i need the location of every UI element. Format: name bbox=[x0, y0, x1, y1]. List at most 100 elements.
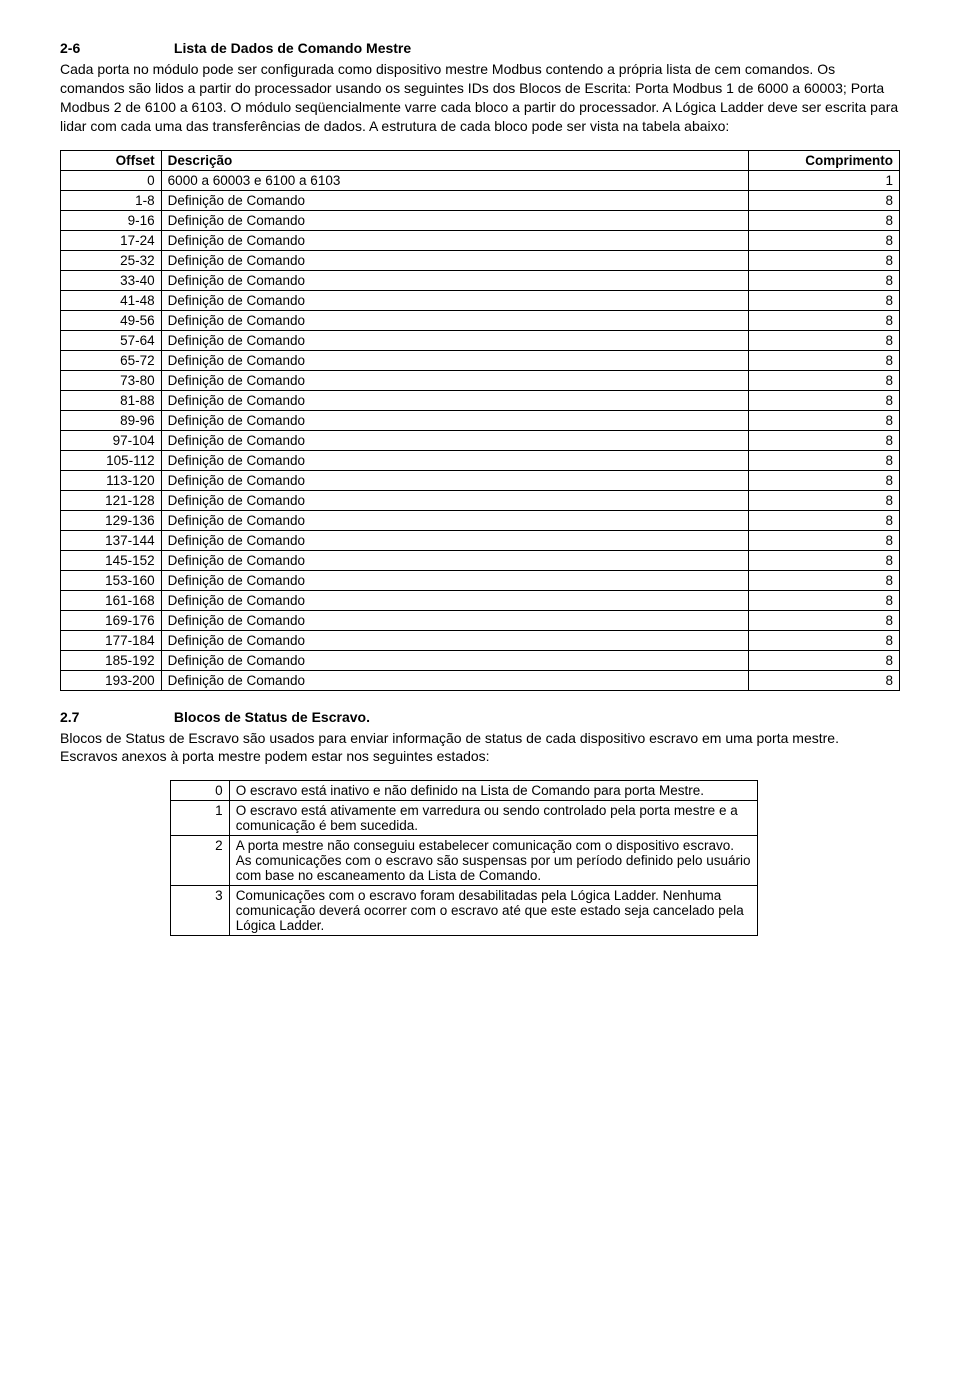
cell-length: 8 bbox=[748, 450, 899, 470]
table-row: 161-168Definição de Comando8 bbox=[61, 590, 900, 610]
section-number: 2-6 bbox=[60, 40, 170, 56]
cell-length: 8 bbox=[748, 670, 899, 690]
table-row: 06000 a 60003 e 6100 a 61031 bbox=[61, 170, 900, 190]
cell-length: 8 bbox=[748, 650, 899, 670]
cell-offset: 145-152 bbox=[61, 550, 162, 570]
cell-length: 8 bbox=[748, 430, 899, 450]
cell-desc: Definição de Comando bbox=[161, 470, 748, 490]
table-row: 33-40Definição de Comando8 bbox=[61, 270, 900, 290]
table-row: 41-48Definição de Comando8 bbox=[61, 290, 900, 310]
cell-length: 8 bbox=[748, 390, 899, 410]
cell-offset: 97-104 bbox=[61, 430, 162, 450]
cell-offset: 9-16 bbox=[61, 210, 162, 230]
cell-length: 8 bbox=[748, 410, 899, 430]
cell-state-code: 2 bbox=[171, 836, 230, 886]
cell-desc: Definição de Comando bbox=[161, 210, 748, 230]
col-header-desc: Descrição bbox=[161, 150, 748, 170]
cell-length: 8 bbox=[748, 610, 899, 630]
table-row: 97-104Definição de Comando8 bbox=[61, 430, 900, 450]
table-row: 2A porta mestre não conseguiu estabelece… bbox=[171, 836, 758, 886]
table-row: 169-176Definição de Comando8 bbox=[61, 610, 900, 630]
cell-desc: Definição de Comando bbox=[161, 410, 748, 430]
col-header-length: Comprimento bbox=[748, 150, 899, 170]
cell-length: 8 bbox=[748, 530, 899, 550]
cell-offset: 153-160 bbox=[61, 570, 162, 590]
cell-offset: 57-64 bbox=[61, 330, 162, 350]
cell-length: 8 bbox=[748, 330, 899, 350]
cell-length: 8 bbox=[748, 290, 899, 310]
table-row: 137-144Definição de Comando8 bbox=[61, 530, 900, 550]
cell-length: 8 bbox=[748, 350, 899, 370]
section-title: Blocos de Status de Escravo. bbox=[174, 709, 370, 725]
cell-offset: 193-200 bbox=[61, 670, 162, 690]
cell-offset: 113-120 bbox=[61, 470, 162, 490]
cell-desc: Definição de Comando bbox=[161, 310, 748, 330]
table-row: 145-152Definição de Comando8 bbox=[61, 550, 900, 570]
cell-length: 8 bbox=[748, 270, 899, 290]
cell-offset: 65-72 bbox=[61, 350, 162, 370]
cell-length: 8 bbox=[748, 510, 899, 530]
cell-length: 8 bbox=[748, 230, 899, 250]
cell-desc: 6000 a 60003 e 6100 a 6103 bbox=[161, 170, 748, 190]
cell-state-code: 3 bbox=[171, 886, 230, 936]
table-row: 73-80Definição de Comando8 bbox=[61, 370, 900, 390]
section-heading-2: 2.7 Blocos de Status de Escravo. bbox=[60, 709, 900, 725]
cell-offset: 41-48 bbox=[61, 290, 162, 310]
cell-offset: 17-24 bbox=[61, 230, 162, 250]
cell-offset: 25-32 bbox=[61, 250, 162, 270]
cell-state-desc: Comunicações com o escravo foram desabil… bbox=[229, 886, 757, 936]
table-row: 25-32Definição de Comando8 bbox=[61, 250, 900, 270]
command-definition-table: Offset Descrição Comprimento 06000 a 600… bbox=[60, 150, 900, 691]
table-row: 113-120Definição de Comando8 bbox=[61, 470, 900, 490]
table-row: 193-200Definição de Comando8 bbox=[61, 670, 900, 690]
cell-state-desc: O escravo está ativamente em varredura o… bbox=[229, 801, 757, 836]
cell-offset: 161-168 bbox=[61, 590, 162, 610]
table-row: 3Comunicações com o escravo foram desabi… bbox=[171, 886, 758, 936]
cell-desc: Definição de Comando bbox=[161, 570, 748, 590]
cell-length: 8 bbox=[748, 190, 899, 210]
cell-length: 1 bbox=[748, 170, 899, 190]
table-row: 105-112Definição de Comando8 bbox=[61, 450, 900, 470]
section-title: Lista de Dados de Comando Mestre bbox=[174, 40, 411, 56]
cell-offset: 169-176 bbox=[61, 610, 162, 630]
cell-state-code: 1 bbox=[171, 801, 230, 836]
cell-desc: Definição de Comando bbox=[161, 290, 748, 310]
cell-length: 8 bbox=[748, 550, 899, 570]
cell-length: 8 bbox=[748, 310, 899, 330]
cell-desc: Definição de Comando bbox=[161, 230, 748, 250]
cell-offset: 105-112 bbox=[61, 450, 162, 470]
cell-desc: Definição de Comando bbox=[161, 590, 748, 610]
cell-desc: Definição de Comando bbox=[161, 430, 748, 450]
table-row: 153-160Definição de Comando8 bbox=[61, 570, 900, 590]
table-row: 65-72Definição de Comando8 bbox=[61, 350, 900, 370]
cell-length: 8 bbox=[748, 210, 899, 230]
cell-offset: 81-88 bbox=[61, 390, 162, 410]
cell-state-code: 0 bbox=[171, 781, 230, 801]
cell-length: 8 bbox=[748, 630, 899, 650]
table-header-row: Offset Descrição Comprimento bbox=[61, 150, 900, 170]
cell-length: 8 bbox=[748, 490, 899, 510]
table-row: 57-64Definição de Comando8 bbox=[61, 330, 900, 350]
cell-desc: Definição de Comando bbox=[161, 530, 748, 550]
cell-desc: Definição de Comando bbox=[161, 650, 748, 670]
cell-offset: 0 bbox=[61, 170, 162, 190]
cell-offset: 49-56 bbox=[61, 310, 162, 330]
cell-desc: Definição de Comando bbox=[161, 190, 748, 210]
col-header-offset: Offset bbox=[61, 150, 162, 170]
slave-states-table: 0O escravo está inativo e não definido n… bbox=[170, 780, 758, 936]
cell-desc: Definição de Comando bbox=[161, 510, 748, 530]
cell-desc: Definição de Comando bbox=[161, 390, 748, 410]
cell-desc: Definição de Comando bbox=[161, 350, 748, 370]
cell-offset: 137-144 bbox=[61, 530, 162, 550]
table-row: 89-96Definição de Comando8 bbox=[61, 410, 900, 430]
cell-desc: Definição de Comando bbox=[161, 250, 748, 270]
cell-desc: Definição de Comando bbox=[161, 370, 748, 390]
cell-offset: 129-136 bbox=[61, 510, 162, 530]
cell-offset: 185-192 bbox=[61, 650, 162, 670]
cell-desc: Definição de Comando bbox=[161, 610, 748, 630]
table-row: 17-24Definição de Comando8 bbox=[61, 230, 900, 250]
cell-offset: 121-128 bbox=[61, 490, 162, 510]
cell-desc: Definição de Comando bbox=[161, 270, 748, 290]
section-number: 2.7 bbox=[60, 709, 170, 725]
table-row: 9-16Definição de Comando8 bbox=[61, 210, 900, 230]
